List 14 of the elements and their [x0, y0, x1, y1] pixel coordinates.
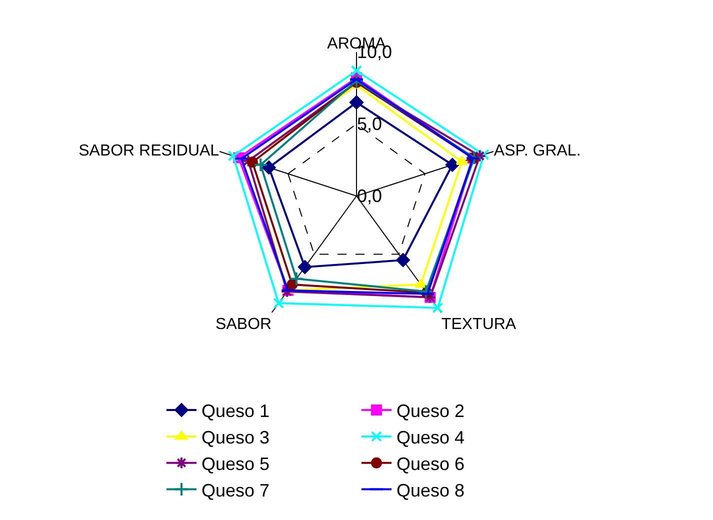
y-tick-label: 5,0	[357, 114, 382, 134]
legend-label: Queso 1	[202, 401, 270, 422]
legend-label: Queso 5	[202, 454, 270, 474]
legend-label: Queso 4	[396, 427, 465, 448]
legend-label: Queso 2	[396, 401, 465, 422]
legend-label: Queso 6	[396, 454, 465, 474]
spoke-label: SABOR RESIDUAL	[78, 142, 220, 160]
spoke-label: TEXTURA	[441, 316, 516, 334]
legend-label: Queso 8	[396, 480, 465, 500]
y-tick-label: 0,0	[357, 186, 382, 206]
spoke-label: ASP. GRAL.	[494, 142, 581, 160]
spoke-label: SABOR	[216, 316, 272, 334]
legend-label: Queso 7	[202, 480, 270, 500]
legend-label: Queso 3	[202, 427, 270, 448]
